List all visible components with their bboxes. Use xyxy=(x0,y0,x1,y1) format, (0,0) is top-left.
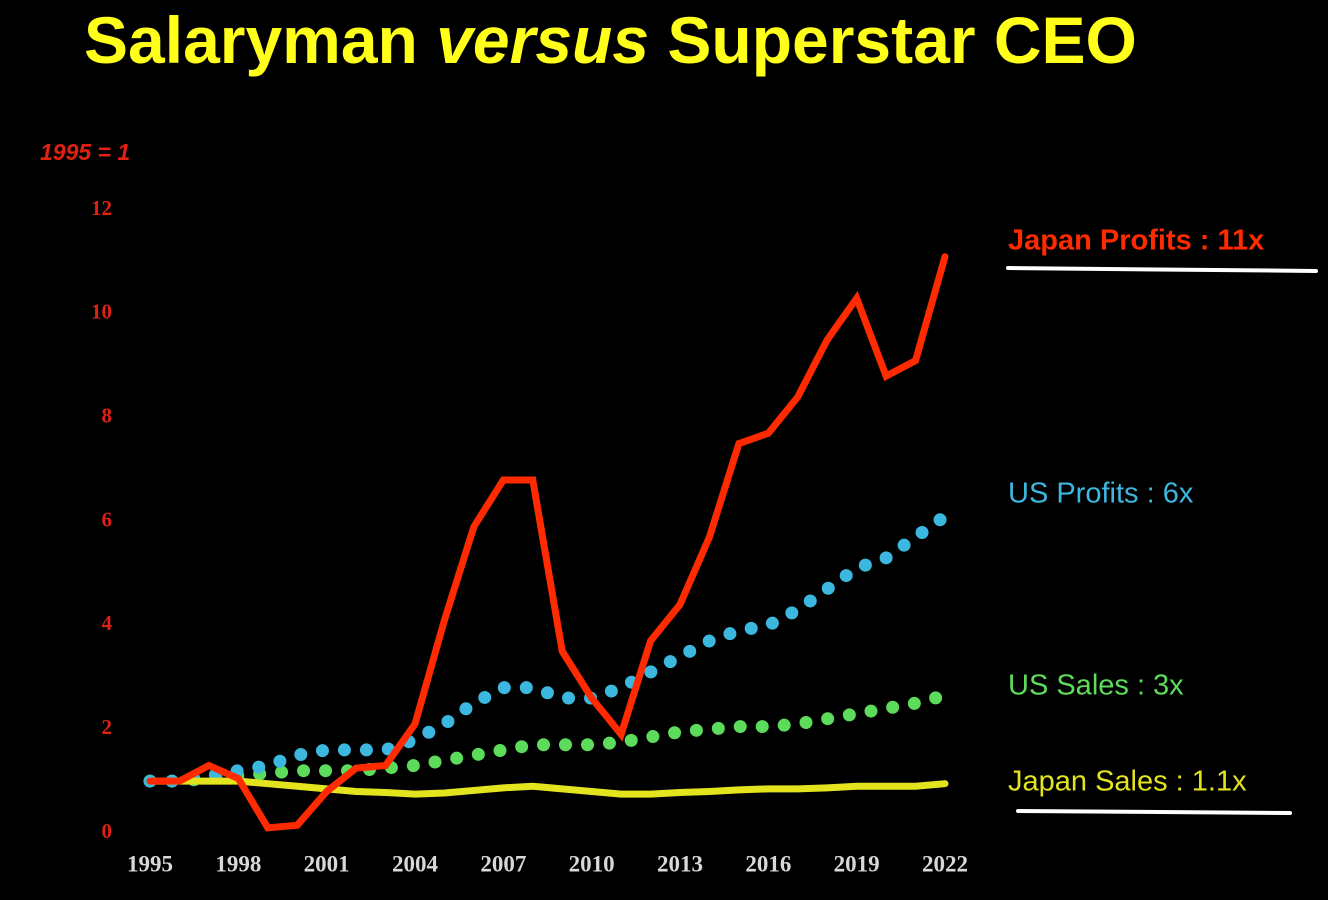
y-tick-label: 6 xyxy=(102,507,113,531)
series-label: Japan Sales : 1.1x xyxy=(1008,766,1247,798)
y-tick-label: 2 xyxy=(102,715,113,739)
x-tick-label: 2019 xyxy=(834,851,880,876)
chart-title: Salaryman versus Superstar CEO xyxy=(84,3,1137,77)
underline xyxy=(1006,266,1318,273)
x-tick-label: 2001 xyxy=(304,851,350,876)
series-line xyxy=(146,253,949,832)
title-part: versus xyxy=(436,3,649,77)
y-tick-label: 10 xyxy=(91,300,112,324)
x-tick-label: 2013 xyxy=(657,851,703,876)
title-part: Salaryman xyxy=(84,3,418,77)
series-line xyxy=(146,777,949,798)
series-label: US Profits : 6x xyxy=(1008,478,1194,510)
x-tick-label: 2010 xyxy=(569,851,615,876)
underline xyxy=(1016,809,1292,815)
series-line xyxy=(143,509,952,788)
x-tick-label: 1995 xyxy=(127,851,173,876)
y-tick-label: 8 xyxy=(102,403,113,427)
y-tick-label: 12 xyxy=(91,196,112,220)
y-tick-label: 4 xyxy=(102,611,113,635)
x-tick-label: 2022 xyxy=(922,851,968,876)
title-part: Superstar CEO xyxy=(667,3,1136,77)
x-tick-label: 2007 xyxy=(480,851,526,876)
y-tick-label: 0 xyxy=(102,819,113,843)
x-tick-label: 2016 xyxy=(745,851,791,876)
series-label: Japan Profits : 11x xyxy=(1008,225,1264,257)
series-label: US Sales : 3x xyxy=(1008,670,1184,702)
series-line xyxy=(143,688,952,788)
x-tick-label: 2004 xyxy=(392,851,439,876)
x-tick-label: 1998 xyxy=(215,851,261,876)
y-axis-label: 1995 = 1 xyxy=(40,139,130,165)
